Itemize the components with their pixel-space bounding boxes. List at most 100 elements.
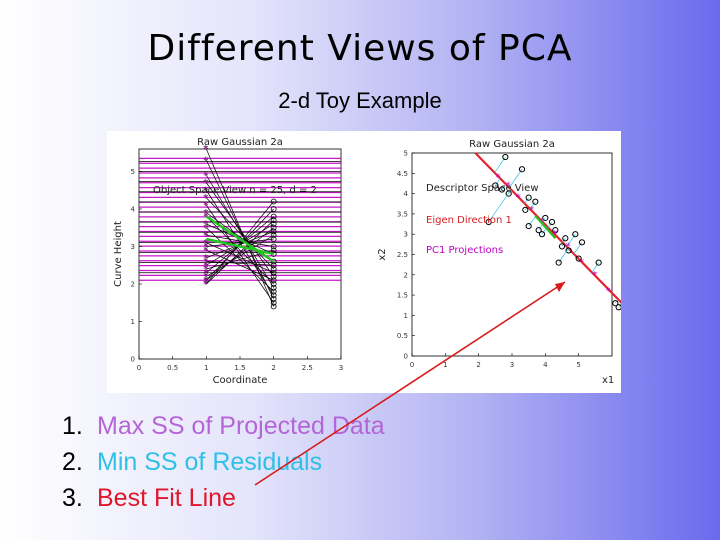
data-point <box>492 182 499 189</box>
data-point-marker: * <box>203 275 208 286</box>
projection-marker: * <box>203 258 208 268</box>
data-point-circle <box>270 258 277 265</box>
data-point <box>505 190 512 197</box>
left-plot-title: Raw Gaussian 2a <box>197 137 283 148</box>
x-tick-label: 4 <box>543 361 548 369</box>
data-point <box>548 218 556 226</box>
data-curve <box>206 234 274 247</box>
data-point <box>615 304 621 311</box>
y-tick-label: 1 <box>131 318 135 326</box>
key-point-1-number: 1. <box>62 412 83 440</box>
projection-marker: * <box>203 239 208 249</box>
data-point-circle <box>270 206 277 212</box>
data-point <box>502 153 509 161</box>
data-curve <box>206 175 274 288</box>
data-point <box>558 243 566 250</box>
data-curve <box>206 197 274 270</box>
data-point <box>538 231 546 238</box>
data-point-marker: * <box>203 170 208 181</box>
data-point <box>542 214 549 222</box>
residual-segment <box>529 201 536 210</box>
projection-marker: * <box>203 194 208 204</box>
y-tick-label: 3 <box>404 231 408 239</box>
data-point-marker: * <box>203 253 208 264</box>
data-point-marker: * <box>203 200 208 211</box>
y-tick-label: 5 <box>404 150 408 158</box>
x-tick-label: 0.5 <box>167 364 178 372</box>
projection-marker: * <box>203 156 208 166</box>
y-tick-label: 4 <box>131 206 136 214</box>
data-point <box>522 206 529 213</box>
data-point <box>525 222 532 230</box>
x-tick-label: 0 <box>410 361 414 369</box>
data-point-circle <box>270 228 277 235</box>
x-tick-label: 1.5 <box>234 364 245 372</box>
y-tick-label: 1 <box>404 312 408 320</box>
data-point-marker: * <box>203 155 208 166</box>
projection-marker: * <box>203 276 208 286</box>
pca-figure: * * * * * * * * * * * * * * * * * * * * * * * * * * * * * * * * * * * * * * * *… <box>107 131 621 393</box>
data-curve <box>206 249 274 281</box>
data-point-marker: * <box>203 272 208 283</box>
right-plot-title: Raw Gaussian 2a <box>469 139 555 150</box>
data-point <box>552 227 559 234</box>
pc1-projections-annotation: PC1 Projections <box>426 245 503 256</box>
data-point <box>485 218 492 226</box>
pc1-projection-marker: * <box>552 229 557 240</box>
x-tick-label: 0 <box>137 364 141 372</box>
projection-marker: * <box>203 201 208 211</box>
data-curve <box>206 234 274 277</box>
x-tick-label: 5 <box>576 361 580 369</box>
data-point-circle <box>270 243 277 250</box>
data-point-marker: * <box>203 230 208 241</box>
data-curve <box>206 182 274 277</box>
key-point-2-number: 2. <box>62 448 83 476</box>
projection-marker: * <box>203 224 208 234</box>
x-tick-label: 2 <box>476 361 480 369</box>
residual-segment <box>501 183 507 190</box>
residual-segment <box>488 189 512 223</box>
projection-marker: * <box>203 280 208 290</box>
data-curve <box>206 201 274 285</box>
data-point-circle <box>270 236 277 242</box>
data-point-circle <box>270 221 277 227</box>
object-space-plot: ****************************************… <box>113 137 343 386</box>
pc1-projection-marker: * <box>592 270 597 281</box>
residual-segment <box>525 206 528 211</box>
y-tick-label: 5 <box>131 168 135 176</box>
residual-segment <box>591 262 599 273</box>
data-point-circle <box>270 213 277 220</box>
data-point-marker: * <box>203 219 208 230</box>
descriptor-space-plot: **********01234500.511.522.533.544.55Raw… <box>377 139 621 386</box>
projection-marker: * <box>203 254 208 264</box>
x-tick-label: 1 <box>443 361 447 369</box>
data-point-marker: * <box>203 144 208 155</box>
residual-segment <box>568 249 570 251</box>
data-point <box>575 255 582 262</box>
left-x-label: Coordinate <box>213 375 268 386</box>
best-fit-line <box>474 152 621 304</box>
data-point-marker: * <box>203 245 208 256</box>
data-curve <box>206 261 274 266</box>
data-point <box>562 235 569 242</box>
data-point <box>532 198 539 205</box>
data-point <box>535 227 542 234</box>
key-point-3-number: 3. <box>62 484 83 512</box>
data-point <box>525 194 532 201</box>
projection-marker: * <box>203 209 208 219</box>
y-tick-label: 4.5 <box>397 170 408 178</box>
data-point-circle <box>270 232 277 239</box>
x-tick-label: 2.5 <box>302 364 313 372</box>
eigen-direction-arrow <box>534 215 557 239</box>
data-point-circle <box>270 224 277 231</box>
data-point-marker: * <box>203 193 208 204</box>
data-point <box>595 259 602 266</box>
data-point <box>565 247 572 254</box>
residual-segment <box>524 197 529 204</box>
slide-subtitle: 2-d Toy Example <box>278 88 442 113</box>
projection-marker: * <box>203 246 208 256</box>
data-point-marker: * <box>203 268 208 279</box>
key-point-1: 1. Max SS of Projected Data <box>62 408 385 444</box>
data-curve <box>206 208 274 281</box>
descriptor-space-annotation: Descriptor Space View <box>426 183 539 194</box>
